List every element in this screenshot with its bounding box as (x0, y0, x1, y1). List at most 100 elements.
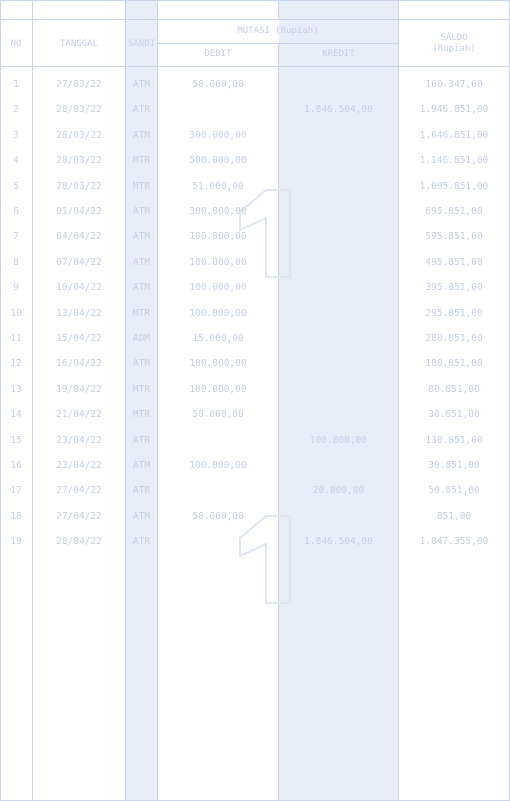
cell-no: 19 (10, 536, 22, 547)
cell-debit: 300.000,00 (189, 130, 247, 141)
cell-sandi: MTR (132, 308, 151, 319)
cell-tanggal: 01/04/22 (56, 206, 102, 217)
header-kredit: KREDIT (322, 49, 355, 59)
header-tanggal: TANGGAL (60, 39, 98, 49)
header-no: NO (10, 39, 22, 49)
grid-line (157, 0, 158, 801)
cell-tanggal: 23/04/22 (56, 460, 102, 471)
cell-tanggal: 27/03/22 (56, 79, 102, 90)
cell-tanggal: 21/04/22 (56, 409, 102, 420)
cell-no: 18 (10, 511, 22, 522)
header-sandi: SANDI (127, 39, 156, 49)
cell-debit: 50.000,00 (192, 511, 244, 522)
cell-debit: 500.000,00 (189, 155, 247, 166)
cell-tanggal: 23/04/22 (56, 435, 102, 446)
cell-saldo: 1.646.851,00 (419, 130, 489, 141)
cell-saldo: 395.851,00 (425, 282, 483, 293)
cell-no: 14 (10, 409, 22, 420)
cell-kredit: 1.846.504,00 (304, 536, 373, 547)
grid-line (0, 0, 510, 1)
cell-saldo: 30.851,00 (428, 460, 480, 471)
cell-no: 15 (10, 435, 22, 446)
cell-sandi: ATR (132, 536, 151, 547)
cell-saldo: 1.847.355,00 (419, 536, 489, 547)
cell-debit: 100.000,00 (189, 384, 247, 395)
sandi-column-shade (126, 0, 157, 801)
cell-no: 13 (10, 384, 22, 395)
grid-line (278, 43, 279, 801)
cell-debit: 100.000,00 (189, 257, 247, 268)
cell-debit: 300.000,00 (189, 206, 247, 217)
cell-sandi: ATM (132, 206, 151, 217)
cell-sandi: MTR (132, 409, 151, 420)
watermark-one-icon (239, 515, 291, 604)
header-saldo: SALDO (440, 33, 468, 43)
cell-sandi: ATM (132, 130, 151, 141)
cell-tanggal: 04/04/22 (56, 231, 102, 242)
cell-sandi: ATM (132, 257, 151, 268)
cell-tanggal: 28/03/22 (56, 155, 102, 166)
watermark-one-icon (239, 189, 291, 278)
cell-tanggal: 28/04/22 (56, 536, 102, 547)
kredit-column-shade (279, 20, 398, 801)
cell-tanggal: 27/04/22 (56, 485, 102, 496)
cell-kredit: 100.000,00 (309, 435, 368, 446)
cell-saldo: 130.851,00 (425, 435, 483, 446)
cell-tanggal: 19/04/22 (56, 384, 102, 395)
header-debit: DEBIT (204, 49, 232, 59)
cell-sandi: MTR (132, 181, 151, 192)
cell-no: 6 (13, 206, 19, 217)
cell-no: 8 (13, 257, 19, 268)
cell-no: 12 (10, 358, 22, 369)
cell-sandi: ATM (132, 358, 151, 369)
cell-saldo: 1.095.851,00 (419, 181, 489, 192)
cell-no: 2 (13, 104, 19, 115)
cell-tanggal: 13/04/22 (56, 308, 102, 319)
cell-no: 7 (13, 231, 19, 242)
cell-debit: 100.000,00 (189, 460, 247, 471)
cell-debit: 100.000,00 (189, 282, 247, 293)
cell-saldo: 495.851,00 (425, 257, 483, 268)
cell-debit: 100.000,00 (189, 308, 247, 319)
cell-sandi: ATM (132, 511, 151, 522)
cell-tanggal: 16/04/22 (56, 358, 102, 369)
cell-tanggal: 28/03/22 (56, 104, 102, 115)
grid-line (278, 0, 279, 19)
cell-saldo: 50.851,00 (428, 485, 480, 496)
cell-sandi: MTR (132, 155, 151, 166)
cell-saldo: 80.851,00 (428, 384, 480, 395)
cell-no: 1 (13, 79, 19, 90)
cell-no: 17 (10, 485, 22, 496)
cell-saldo: 595.851,00 (425, 231, 483, 242)
cell-debit: 100.000,00 (189, 358, 247, 369)
cell-no: 10 (10, 308, 22, 319)
cell-debit: 15.000,00 (192, 333, 244, 344)
grid-line (398, 0, 399, 801)
cell-saldo: 295.851,00 (425, 308, 483, 319)
cell-sandi: ADM (132, 333, 151, 344)
cell-tanggal: 15/04/22 (56, 333, 102, 344)
cell-sandi: ATM (132, 231, 151, 242)
cell-saldo: 100.347,00 (425, 79, 483, 90)
cell-sandi: ATM (132, 282, 151, 293)
cell-tanggal: 27/04/22 (56, 511, 102, 522)
cell-saldo: 1.146.851,00 (419, 155, 489, 166)
grid-line (125, 0, 126, 801)
cell-sandi: ATR (132, 485, 151, 496)
cell-sandi: ATM (132, 460, 151, 471)
cell-tanggal: 07/04/22 (56, 257, 102, 268)
cell-no: 4 (13, 155, 19, 166)
cell-saldo: 1.946.851,00 (419, 104, 489, 115)
kredit-header-shade (279, 0, 398, 19)
cell-kredit: 20.000,00 (312, 485, 365, 496)
cell-sandi: MTR (132, 384, 151, 395)
cell-debit: 50.000,00 (192, 409, 244, 420)
cell-kredit: 1.846.504,00 (304, 104, 373, 115)
header-saldo-unit: (Rupiah) (432, 44, 476, 54)
cell-saldo: 30.851,00 (428, 409, 480, 420)
cell-no: 11 (10, 333, 22, 344)
cell-debit: 50.000,00 (192, 79, 244, 90)
cell-no: 5 (13, 181, 19, 192)
cell-sandi: ATR (132, 435, 151, 446)
